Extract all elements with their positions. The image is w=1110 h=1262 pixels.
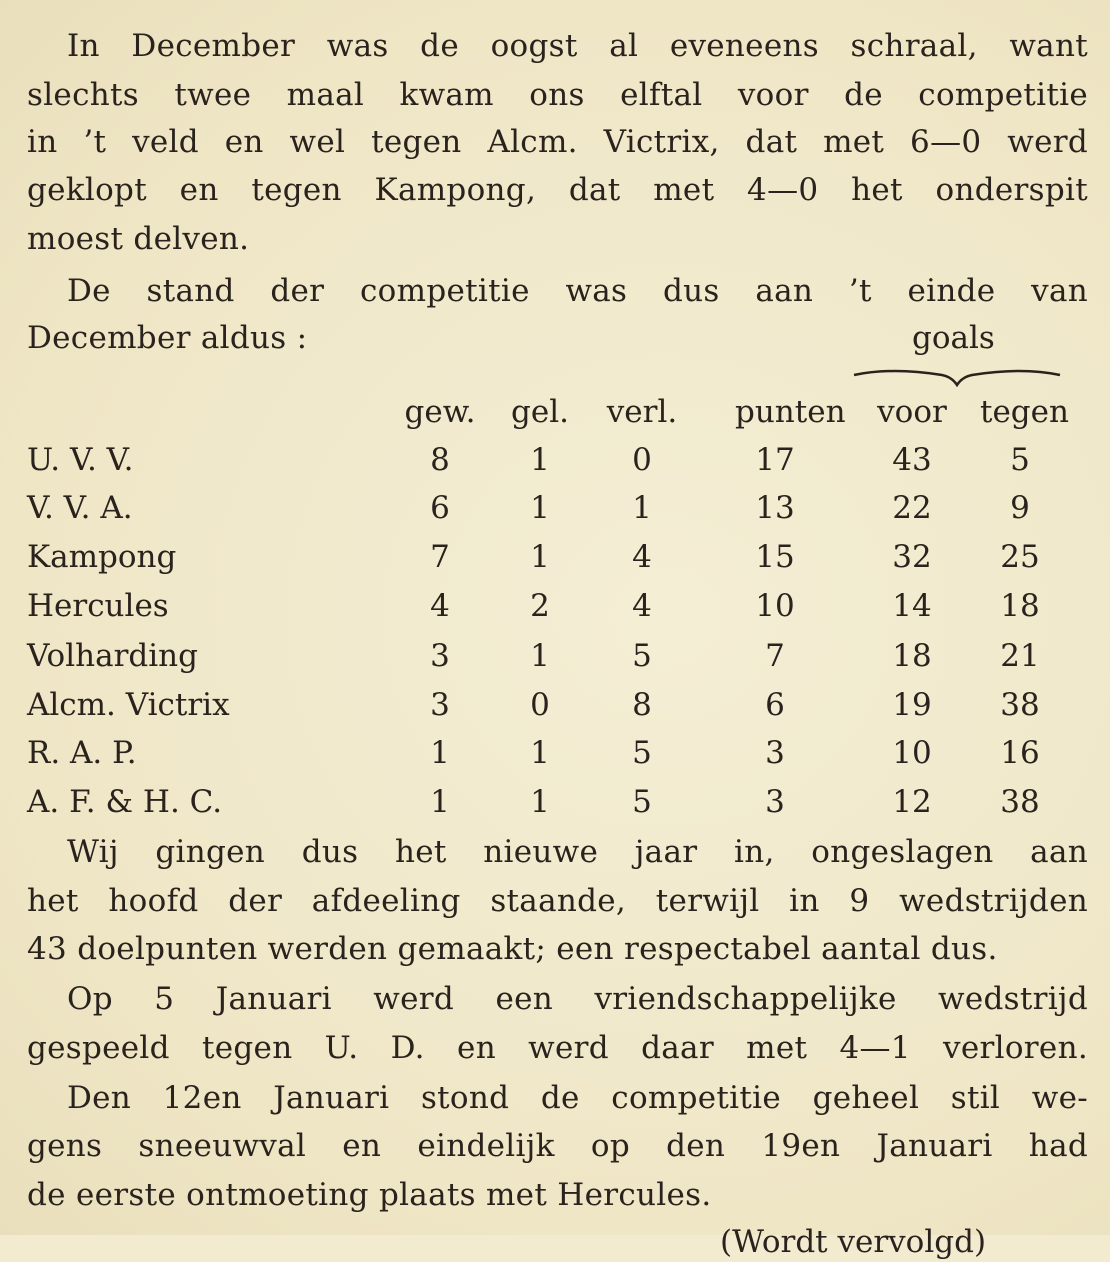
text-line: Wij gingen dus het nieuwe jaar in, onges… [67, 834, 1088, 870]
text-line: De stand der competitie was dus aan ’t e… [67, 273, 1088, 309]
goals-brace [853, 369, 1061, 387]
table-cell: 22 [892, 490, 932, 526]
team-name: Hercules [27, 588, 169, 624]
table-cell: 5 [632, 784, 652, 820]
table-cell: 14 [892, 588, 932, 624]
text-line: December aldus : [27, 320, 308, 356]
text-line: gens sneeuwval en eindelijk op den 19en … [27, 1128, 1088, 1164]
table-cell: 32 [892, 539, 932, 575]
table-cell: 8 [632, 687, 652, 723]
column-header: tegen [980, 394, 1069, 430]
text-line: het hoofd der afdeeling staande, terwijl… [27, 883, 1088, 919]
table-cell: 5 [632, 638, 652, 674]
table-cell: 4 [632, 588, 652, 624]
table-cell: 7 [765, 638, 785, 674]
text-line: de eerste ontmoeting plaats met Hercules… [27, 1177, 712, 1213]
table-cell: 1 [430, 784, 450, 820]
table-cell: 1 [530, 490, 550, 526]
text-line: in ’t veld en wel tegen Alcm. Victrix, d… [27, 124, 1088, 160]
table-cell: 6 [430, 490, 450, 526]
team-name: Kampong [27, 539, 177, 575]
team-name: R. A. P. [27, 735, 137, 771]
table-cell: 19 [892, 687, 932, 723]
table-cell: 12 [892, 784, 932, 820]
table-cell: 25 [1000, 539, 1040, 575]
team-name: Alcm. Victrix [27, 687, 230, 723]
table-cell: 1 [530, 638, 550, 674]
text-line: Den 12en Januari stond de competitie geh… [67, 1080, 1088, 1116]
column-header: gew. [404, 394, 476, 430]
table-cell: 1 [530, 442, 550, 478]
table-cell: 43 [892, 442, 932, 478]
team-name: Volharding [27, 638, 198, 674]
table-cell: 5 [632, 735, 652, 771]
column-header: voor [877, 394, 947, 430]
table-cell: 4 [632, 539, 652, 575]
text-line: slechts twee maal kwam ons elftal voor d… [27, 77, 1088, 113]
table-cell: 10 [755, 588, 795, 624]
continuation-note: (Wordt vervolgd) [720, 1224, 987, 1260]
column-header: punten [735, 394, 846, 430]
table-cell: 1 [430, 735, 450, 771]
table-cell: 1 [530, 784, 550, 820]
table-cell: 38 [1000, 687, 1040, 723]
table-cell: 6 [765, 687, 785, 723]
table-cell: 7 [430, 539, 450, 575]
text-line: geklopt en tegen Kampong, dat met 4—0 he… [27, 172, 1088, 208]
table-cell: 1 [632, 490, 652, 526]
table-cell: 3 [765, 735, 785, 771]
table-cell: 38 [1000, 784, 1040, 820]
team-name: U. V. V. [27, 442, 134, 478]
team-name: V. V. A. [27, 490, 133, 526]
table-cell: 0 [530, 687, 550, 723]
table-cell: 0 [632, 442, 652, 478]
text-line: moest delven. [27, 221, 250, 257]
table-cell: 21 [1000, 638, 1040, 674]
scanned-page [0, 0, 1110, 1235]
table-cell: 18 [1000, 588, 1040, 624]
table-cell: 4 [430, 588, 450, 624]
table-cell: 5 [1010, 442, 1030, 478]
column-header: verl. [606, 394, 678, 430]
goals-header: goals [912, 320, 995, 356]
table-cell: 16 [1000, 735, 1040, 771]
table-cell: 3 [430, 687, 450, 723]
table-cell: 1 [530, 735, 550, 771]
table-cell: 8 [430, 442, 450, 478]
text-line: 43 doelpunten werden gemaakt; een respec… [27, 931, 998, 967]
text-line: Op 5 Januari werd een vriendschappelijke… [67, 981, 1088, 1017]
team-name: A. F. & H. C. [27, 784, 223, 820]
table-cell: 10 [892, 735, 932, 771]
table-cell: 17 [755, 442, 795, 478]
table-cell: 2 [530, 588, 550, 624]
table-cell: 18 [892, 638, 932, 674]
table-cell: 1 [530, 539, 550, 575]
table-cell: 13 [755, 490, 795, 526]
text-line: gespeeld tegen U. D. en werd daar met 4—… [27, 1030, 1088, 1066]
column-header: gel. [511, 394, 569, 430]
text-line: In December was de oogst al eveneens sch… [67, 28, 1088, 64]
table-cell: 3 [430, 638, 450, 674]
table-cell: 3 [765, 784, 785, 820]
table-cell: 15 [755, 539, 795, 575]
table-cell: 9 [1010, 490, 1030, 526]
